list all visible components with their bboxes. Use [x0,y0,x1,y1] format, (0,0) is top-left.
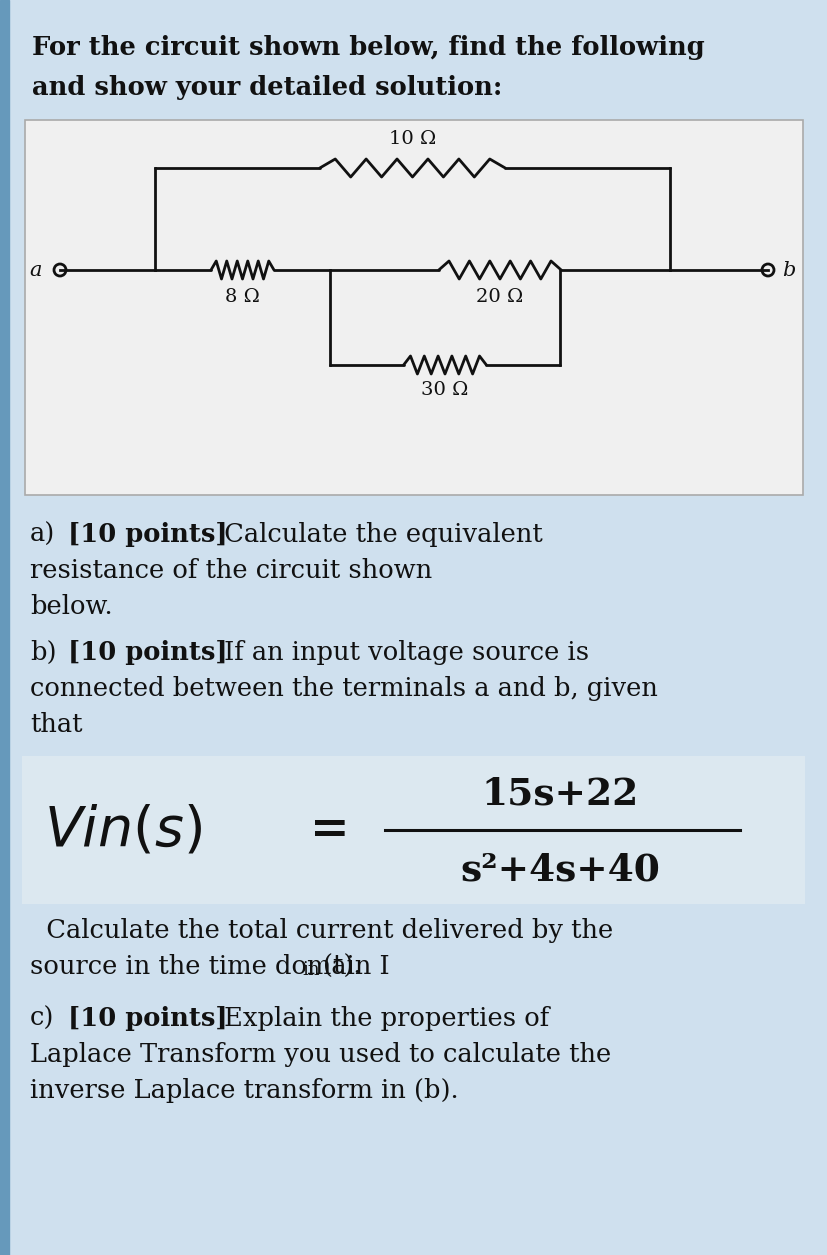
Text: a): a) [30,522,55,547]
Text: 10 Ω: 10 Ω [389,131,436,148]
Text: below.: below. [30,594,112,619]
Bar [0,0,9,1255]
Text: $\mathit{Vin(s)}$: $\mathit{Vin(s)}$ [44,802,202,857]
Text: a: a [30,261,42,280]
Text: 20 Ω: 20 Ω [476,287,523,306]
Text: [10 points]: [10 points] [68,640,227,665]
Text: in: in [303,961,320,979]
Text: c): c) [30,1007,55,1032]
Text: Calculate the equivalent: Calculate the equivalent [216,522,542,547]
Text: 8 Ω: 8 Ω [225,287,260,306]
Text: Explain the properties of: Explain the properties of [216,1007,548,1032]
Text: Laplace Transform you used to calculate the: Laplace Transform you used to calculate … [30,1042,610,1067]
Text: Calculate the total current delivered by the: Calculate the total current delivered by… [30,917,613,943]
Text: =: = [310,807,349,853]
Text: If an input voltage source is: If an input voltage source is [216,640,589,665]
Text: connected between the terminals a and b, given: connected between the terminals a and b,… [30,676,657,702]
Text: that: that [30,712,83,737]
Text: source in the time domain I: source in the time domain I [30,954,390,979]
Text: 30 Ω: 30 Ω [421,382,468,399]
Text: b): b) [30,640,56,665]
Text: [10 points]: [10 points] [68,1007,227,1032]
Text: resistance of the circuit shown: resistance of the circuit shown [30,558,432,584]
Text: (t).: (t). [323,954,361,979]
Text: 15s+22: 15s+22 [480,776,638,812]
Text: For the circuit shown below, find the following: For the circuit shown below, find the fo… [32,35,704,60]
Text: s²+4s+40: s²+4s+40 [460,851,659,889]
Text: and show your detailed solution:: and show your detailed solution: [32,75,502,100]
FancyBboxPatch shape [22,756,804,904]
Text: inverse Laplace transform in (b).: inverse Laplace transform in (b). [30,1078,458,1103]
Text: [10 points]: [10 points] [68,522,227,547]
Text: b: b [781,261,795,280]
FancyBboxPatch shape [25,120,802,494]
